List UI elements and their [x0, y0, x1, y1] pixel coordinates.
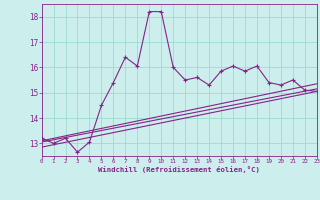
X-axis label: Windchill (Refroidissement éolien,°C): Windchill (Refroidissement éolien,°C) [98, 166, 260, 173]
